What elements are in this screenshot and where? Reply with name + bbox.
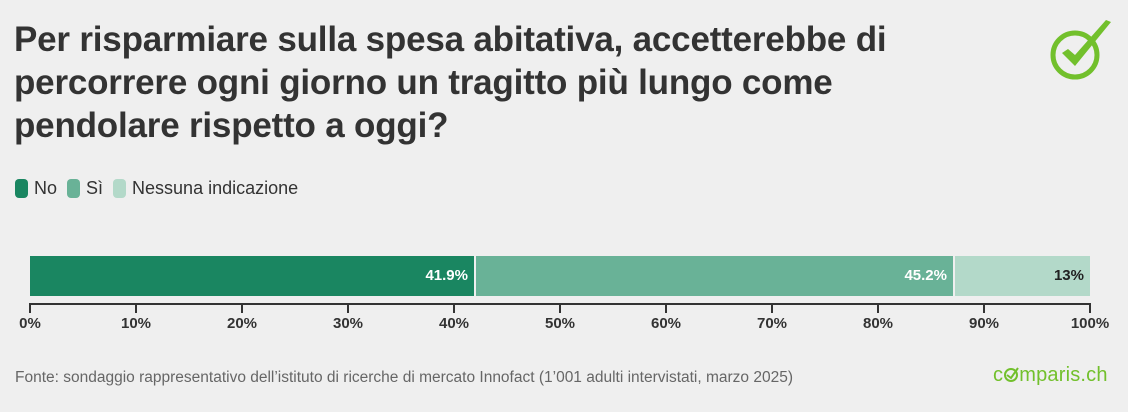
title-line-3: pendolare rispetto a oggi? — [14, 106, 449, 145]
chart-title: Per risparmiare sulla spesa abitativa, a… — [14, 18, 974, 147]
x-axis-tick — [1089, 303, 1091, 313]
x-axis-tick — [135, 303, 137, 313]
x-axis-tick-label: 40% — [438, 315, 470, 332]
x-axis-tick — [241, 303, 243, 313]
title-line-1: Per risparmiare sulla spesa abitativa, a… — [14, 20, 887, 59]
x-axis-tick-label: 90% — [968, 315, 1000, 332]
x-axis-tick — [877, 303, 879, 313]
bar-segment-2: 13% — [953, 256, 1090, 296]
x-axis-tick — [665, 303, 667, 313]
legend-item-si: Sì — [67, 178, 103, 199]
x-axis-tick-label: 20% — [226, 315, 258, 332]
legend-label-nessuna: Nessuna indicazione — [132, 178, 299, 198]
brand-suffix: mparis.ch — [1019, 364, 1108, 386]
x-axis-tick — [347, 303, 349, 313]
legend-swatch-nessuna — [113, 179, 127, 198]
legend-swatch-no — [15, 179, 28, 198]
legend-item-no: No — [15, 178, 57, 199]
brand-prefix: c — [993, 364, 1004, 386]
legend-item-nessuna: Nessuna indicazione — [113, 178, 298, 199]
x-axis-tick-label: 0% — [19, 315, 41, 332]
bar-segment-1: 45.2% — [474, 256, 953, 296]
bar-value-label: 45.2% — [904, 267, 947, 284]
x-axis-tick — [559, 303, 561, 313]
title-line-2: percorrere ogni giorno un tragitto più l… — [14, 63, 833, 102]
legend-label-no: No — [34, 178, 58, 198]
x-axis-tick-label: 10% — [120, 315, 152, 332]
legend: No Sì Nessuna indicazione — [15, 178, 308, 199]
x-axis-tick-label: 50% — [544, 315, 576, 332]
x-axis-tick — [771, 303, 773, 313]
source-note: Fonte: sondaggio rappresentativo dell’is… — [15, 369, 793, 386]
x-axis-tick — [453, 303, 455, 313]
legend-swatch-si — [67, 179, 81, 198]
x-axis-tick — [29, 303, 31, 313]
brand-check-icon — [1004, 367, 1020, 382]
x-axis-tick-label: 30% — [332, 315, 364, 332]
comparis-logo: c mparis.ch — [993, 364, 1108, 387]
bar-value-label: 41.9% — [425, 267, 468, 284]
stacked-bar: 41.9% 45.2% 13% — [30, 256, 1090, 296]
x-axis-tick-label: 80% — [862, 315, 894, 332]
x-axis-tick-label: 60% — [650, 315, 682, 332]
x-axis-tick-label: 100% — [1070, 315, 1110, 332]
comparis-check-icon — [1050, 20, 1111, 80]
bar-value-label: 13% — [1053, 267, 1084, 284]
legend-label-si: Sì — [86, 178, 104, 198]
x-axis-tick-label: 70% — [756, 315, 788, 332]
bar-segment-0: 41.9% — [30, 256, 474, 296]
x-axis-tick — [983, 303, 985, 313]
